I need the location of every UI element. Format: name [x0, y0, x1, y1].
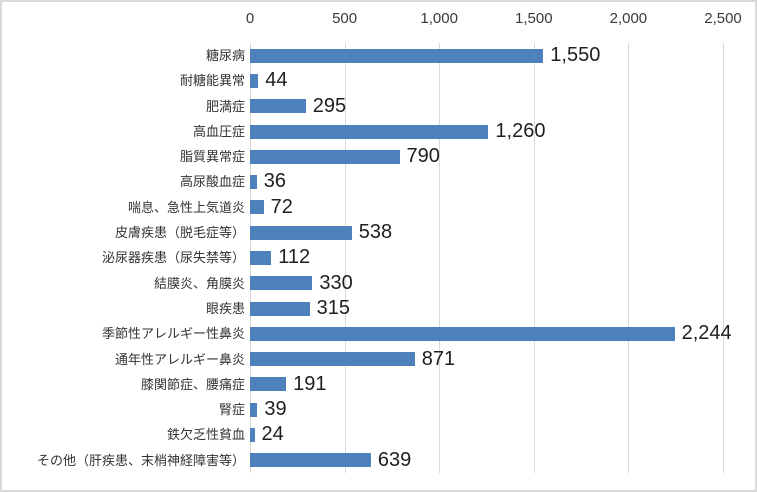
category-label: 季節性アレルギー性鼻炎 — [101, 326, 245, 342]
x-axis-tick-label: 0 — [245, 10, 255, 27]
x-axis-tick-label: 500 — [332, 10, 358, 27]
value-label: 330 — [319, 271, 353, 294]
gridline — [439, 43, 441, 473]
gridline — [533, 43, 535, 473]
category-label: 肥満症 — [205, 98, 245, 114]
x-axis-tick-label: 1,500 — [515, 10, 553, 27]
value-label: 639 — [377, 448, 412, 471]
bar — [250, 326, 675, 341]
x-axis-tick-label: 1,000 — [420, 10, 458, 27]
category-label: 通年性アレルギー鼻炎 — [114, 351, 245, 367]
value-label: 295 — [312, 94, 347, 117]
category-label: その他（肝疾患、末梢神経障害等） — [36, 452, 245, 468]
bar — [250, 453, 371, 468]
value-label: 1,550 — [550, 44, 601, 66]
bar — [250, 48, 544, 63]
bar — [250, 402, 258, 417]
bar — [250, 428, 255, 443]
category-label: 泌尿器疾患（尿失禁等） — [101, 250, 245, 266]
value-label: 1,260 — [495, 119, 546, 142]
value-label: 112 — [278, 246, 311, 269]
category-label: 糖尿病 — [205, 48, 245, 63]
category-label: 皮膚疾患（脱毛症等） — [114, 225, 245, 241]
bar — [250, 149, 400, 164]
bar — [250, 276, 313, 291]
value-label: 315 — [316, 296, 350, 319]
value-label: 72 — [270, 195, 293, 218]
bar — [250, 175, 257, 190]
category-label: 高血圧症 — [192, 123, 245, 139]
bar — [250, 73, 259, 88]
category-label: 腎症 — [218, 402, 245, 418]
bar — [250, 99, 306, 114]
value-label: 24 — [261, 423, 284, 446]
category-label: 眼疾患 — [205, 300, 245, 316]
bar — [250, 225, 352, 240]
category-label: 脂質異常症 — [179, 149, 245, 165]
category-label: 高尿酸血症 — [179, 174, 245, 190]
category-label: 耐糖能異常 — [179, 73, 245, 89]
category-label: 鉄欠乏性貧血 — [166, 427, 245, 443]
bar — [250, 200, 264, 215]
bar — [250, 301, 310, 316]
category-label: 膝関節症、腰痛症 — [140, 376, 245, 392]
x-axis-tick-label: 2,000 — [609, 10, 648, 27]
category-label: 喘息、急性上気道炎 — [127, 199, 245, 215]
value-label: 39 — [264, 398, 287, 421]
value-label: 871 — [421, 347, 456, 370]
value-label: 191 — [293, 372, 327, 395]
gridline — [344, 43, 346, 473]
value-label: 2,244 — [681, 322, 732, 345]
value-label: 538 — [358, 221, 393, 244]
x-axis-tick-label: 2,500 — [704, 10, 742, 27]
value-label: 36 — [263, 170, 287, 193]
gridline — [628, 43, 630, 473]
bar — [250, 124, 489, 139]
value-label: 44 — [265, 69, 288, 92]
value-label: 790 — [406, 145, 440, 168]
category-label: 結膜炎、角膜炎 — [153, 275, 245, 291]
bar — [250, 377, 287, 392]
gridline — [723, 43, 724, 473]
bar — [250, 251, 272, 265]
bar — [250, 352, 415, 367]
